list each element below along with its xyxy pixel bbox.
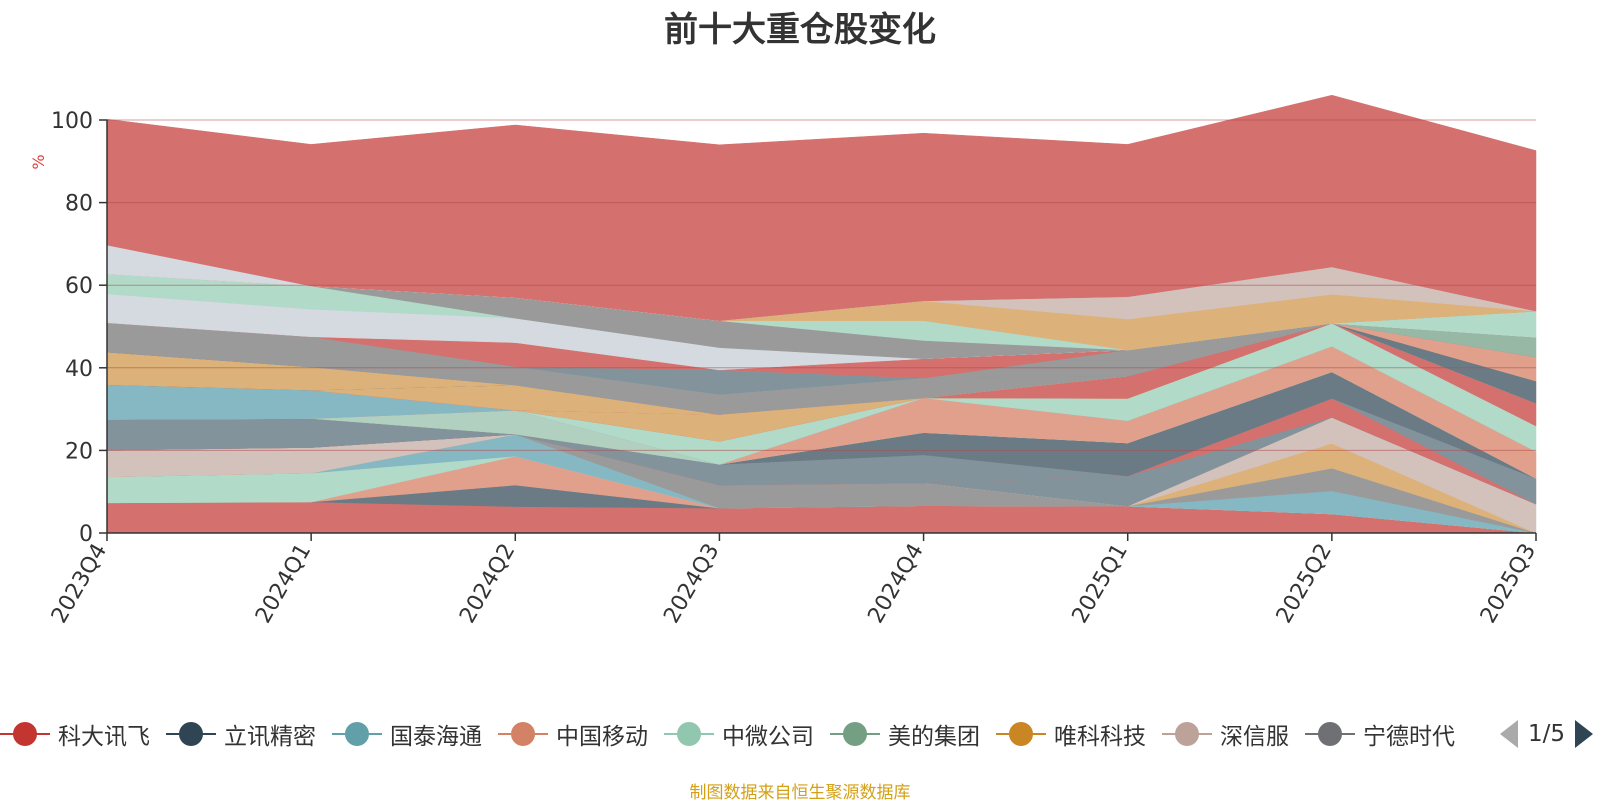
- legend-marker-icon: [1305, 720, 1355, 748]
- legend-item[interactable]: 唯科科技: [996, 716, 1146, 752]
- y-tick-label: 60: [65, 274, 93, 299]
- legend-label: 唯科科技: [1054, 724, 1146, 750]
- x-tick-label: 2024Q3: [659, 540, 724, 628]
- legend-item[interactable]: 中国移动: [498, 716, 648, 752]
- legend-item[interactable]: 中微公司: [664, 716, 814, 752]
- legend-marker-icon: [166, 720, 216, 748]
- stacked-areas: [106, 94, 1537, 534]
- legend-marker-icon: [1162, 720, 1212, 748]
- y-axis-label: %: [29, 154, 48, 169]
- y-tick-label: 100: [51, 109, 93, 134]
- x-tick-label: 2023Q4: [47, 540, 112, 628]
- x-tick-label: 2024Q1: [251, 540, 316, 628]
- legend-item[interactable]: 宁德时代: [1305, 716, 1455, 752]
- legend-marker-icon: [996, 720, 1046, 748]
- chart-title: 前十大重仓股变化: [664, 10, 936, 50]
- y-tick-label: 0: [79, 522, 93, 547]
- legend-item[interactable]: 国泰海通: [332, 716, 482, 752]
- legend-item[interactable]: 科大讯飞: [0, 716, 150, 752]
- legend-item[interactable]: 美的集团: [830, 716, 980, 752]
- source-note: 制图数据来自恒生聚源数据库: [689, 783, 911, 803]
- legend-label: 国泰海通: [390, 724, 482, 750]
- x-tick-label: 2025Q1: [1068, 540, 1133, 628]
- legend-label: 宁德时代: [1363, 724, 1455, 750]
- legend-next-page-icon[interactable]: [1575, 720, 1594, 748]
- grid-lines: [107, 119, 1536, 451]
- legend-label: 立讯精密: [224, 724, 316, 750]
- legend-label: 中微公司: [722, 724, 814, 750]
- legend-marker-icon: [664, 720, 714, 748]
- x-tick-label: 2024Q4: [863, 540, 928, 628]
- legend-item[interactable]: 立讯精密: [166, 716, 316, 752]
- legend: 科大讯飞 立讯精密 国泰海通 中国移动 中微公司 美的集团 唯科科技 深信服 宁德时代: [0, 716, 1490, 752]
- y-tick-label: 40: [65, 357, 93, 382]
- y-tick-label: 20: [65, 439, 93, 464]
- x-tick-label: 2025Q2: [1272, 540, 1337, 628]
- legend-pager: 1/5: [1500, 716, 1594, 752]
- legend-label: 美的集团: [888, 724, 980, 750]
- legend-item[interactable]: 深信服: [1162, 716, 1289, 752]
- legend-marker-icon: [332, 720, 382, 748]
- legend-label: 科大讯飞: [58, 724, 150, 750]
- area-REST: [106, 94, 1537, 321]
- legend-marker-icon: [830, 720, 880, 748]
- legend-marker-icon: [0, 720, 50, 748]
- legend-label: 中国移动: [556, 724, 648, 750]
- legend-prev-page-icon[interactable]: [1500, 720, 1518, 748]
- legend-page-indicator: 1/5: [1528, 721, 1566, 747]
- y-tick-label: 80: [65, 192, 93, 217]
- x-tick-label: 2025Q3: [1476, 540, 1541, 628]
- legend-marker-icon: [498, 720, 548, 748]
- x-tick-label: 2024Q2: [455, 540, 520, 628]
- legend-label: 深信服: [1220, 724, 1289, 750]
